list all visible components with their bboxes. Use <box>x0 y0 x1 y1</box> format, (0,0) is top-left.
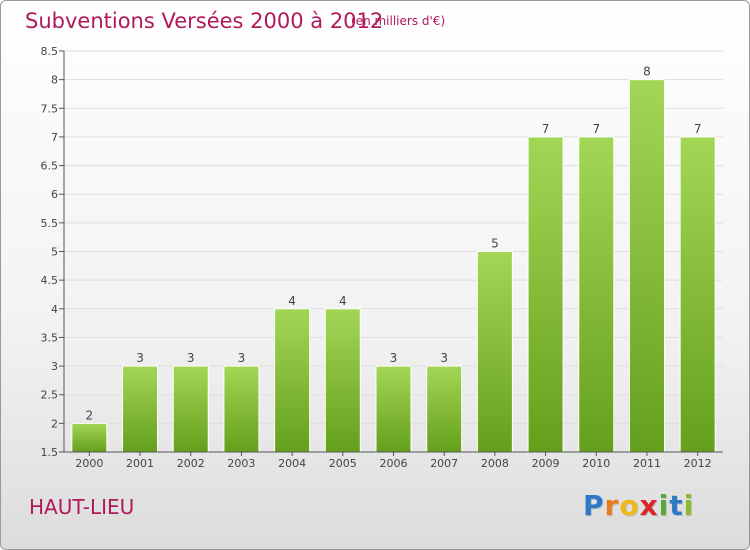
y-tick-label: 7 <box>51 131 58 144</box>
bar-value-label: 5 <box>491 237 499 251</box>
y-tick-label: 8.5 <box>41 45 59 58</box>
y-tick-label: 6.5 <box>41 160 59 173</box>
bar <box>628 79 665 453</box>
x-tick-label: 2007 <box>430 457 458 470</box>
bar-value-label: 7 <box>592 122 600 136</box>
bar-value-label: 4 <box>288 294 296 308</box>
y-tick-label: 4.5 <box>41 274 59 287</box>
bar <box>578 136 615 453</box>
bar <box>679 136 716 453</box>
y-tick-label: 4 <box>51 303 58 316</box>
bar-value-label: 4 <box>339 294 347 308</box>
x-tick-label: 2001 <box>126 457 154 470</box>
logo-letter: P <box>583 489 605 522</box>
x-tick-label: 2006 <box>380 457 408 470</box>
bar <box>71 422 108 453</box>
y-tick-label: 8 <box>51 74 58 87</box>
bar <box>223 365 260 453</box>
logo-letter: i <box>658 489 670 522</box>
bar <box>527 136 564 453</box>
x-tick-label: 2010 <box>582 457 610 470</box>
bar-value-label: 3 <box>390 351 398 365</box>
x-tick-label: 2008 <box>481 457 509 470</box>
place-name: HAUT-LIEU <box>29 495 135 519</box>
y-tick-label: 2 <box>51 417 58 430</box>
x-tick-label: 2012 <box>684 457 712 470</box>
bar <box>324 308 361 453</box>
bar-value-label: 3 <box>136 351 144 365</box>
x-tick-label: 2009 <box>532 457 560 470</box>
logo-letter: x <box>639 489 659 522</box>
x-tick-label: 2000 <box>75 457 103 470</box>
x-tick-label: 2011 <box>633 457 661 470</box>
bar <box>426 365 463 453</box>
y-tick-label: 5.5 <box>41 217 59 230</box>
logo-letter: i <box>683 489 695 522</box>
y-tick-label: 3 <box>51 360 58 373</box>
bar <box>122 365 159 453</box>
bar <box>172 365 209 453</box>
y-tick-label: 3.5 <box>41 331 59 344</box>
chart-title: Subventions Versées 2000 à 2012 <box>25 9 384 33</box>
y-tick-label: 7.5 <box>41 102 59 115</box>
y-tick-label: 5 <box>51 246 58 259</box>
logo-letter: t <box>669 489 684 522</box>
y-tick-label: 2.5 <box>41 389 59 402</box>
bar-value-label: 7 <box>542 122 550 136</box>
logo-letter: o <box>619 489 640 522</box>
x-tick-label: 2005 <box>329 457 357 470</box>
bar-value-label: 2 <box>86 408 94 422</box>
bar-value-label: 3 <box>187 351 195 365</box>
chart-subtitle: (en milliers d'€) <box>351 14 446 28</box>
bar <box>274 308 311 453</box>
proxiti-logo: Proxiti <box>583 489 694 522</box>
bar-value-label: 8 <box>643 65 651 79</box>
bar-value-label: 3 <box>440 351 448 365</box>
bar-value-label: 7 <box>694 122 702 136</box>
x-tick-label: 2003 <box>227 457 255 470</box>
logo-letter: r <box>604 489 620 522</box>
x-tick-label: 2004 <box>278 457 306 470</box>
y-tick-label: 6 <box>51 188 58 201</box>
x-tick-label: 2002 <box>177 457 205 470</box>
y-tick-label: 1.5 <box>41 446 59 459</box>
bar-value-label: 3 <box>238 351 246 365</box>
bar <box>375 365 412 453</box>
bar <box>476 251 513 453</box>
